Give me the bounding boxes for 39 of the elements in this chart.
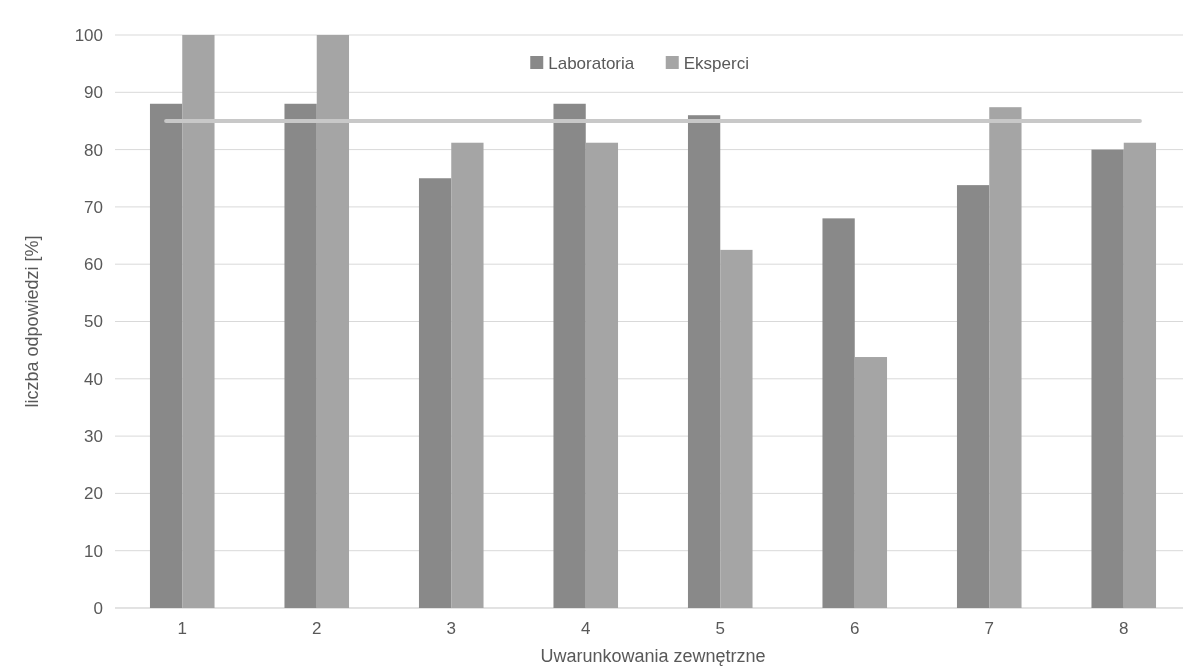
bar — [822, 218, 855, 608]
x-tick-label: 5 — [715, 619, 725, 638]
bar — [989, 107, 1022, 608]
bar — [284, 103, 317, 608]
bar — [418, 178, 452, 608]
y-tick-label: 40 — [84, 369, 103, 389]
x-tick-label: 2 — [312, 619, 322, 638]
bar — [553, 103, 586, 608]
x-axis-title: Uwarunkowania zewnętrzne — [540, 646, 766, 666]
bar — [149, 103, 183, 608]
x-tick-label: 7 — [984, 619, 994, 638]
y-tick-label: 10 — [84, 541, 103, 561]
bar — [316, 35, 350, 608]
y-axis-title: liczba odpowiedzi [%] — [22, 235, 42, 408]
bar — [451, 142, 484, 608]
x-tick-label: 6 — [850, 619, 860, 638]
bar — [687, 115, 721, 608]
y-tick-label: 50 — [84, 312, 103, 332]
x-tick-label: 1 — [177, 619, 187, 638]
legend-label: Eksperci — [683, 53, 749, 73]
bar — [854, 357, 888, 608]
x-tick-label: 3 — [446, 619, 456, 638]
x-tick-label: 4 — [581, 619, 591, 638]
bar — [720, 249, 753, 608]
y-tick-label: 60 — [84, 255, 103, 275]
y-tick-label: 0 — [93, 598, 103, 618]
y-tick-label: 90 — [84, 83, 103, 103]
y-tick-label: 100 — [74, 25, 103, 45]
y-tick-label: 80 — [84, 140, 103, 160]
bar — [956, 185, 990, 608]
bar — [182, 35, 215, 608]
y-tick-label: 30 — [84, 427, 103, 447]
bar — [1123, 142, 1157, 608]
bar — [585, 142, 619, 608]
y-tick-label: 20 — [84, 484, 103, 504]
bar — [1091, 149, 1124, 608]
x-tick-label: 8 — [1119, 619, 1129, 638]
legend-label: Laboratoria — [548, 53, 635, 73]
y-tick-label: 70 — [84, 197, 103, 217]
